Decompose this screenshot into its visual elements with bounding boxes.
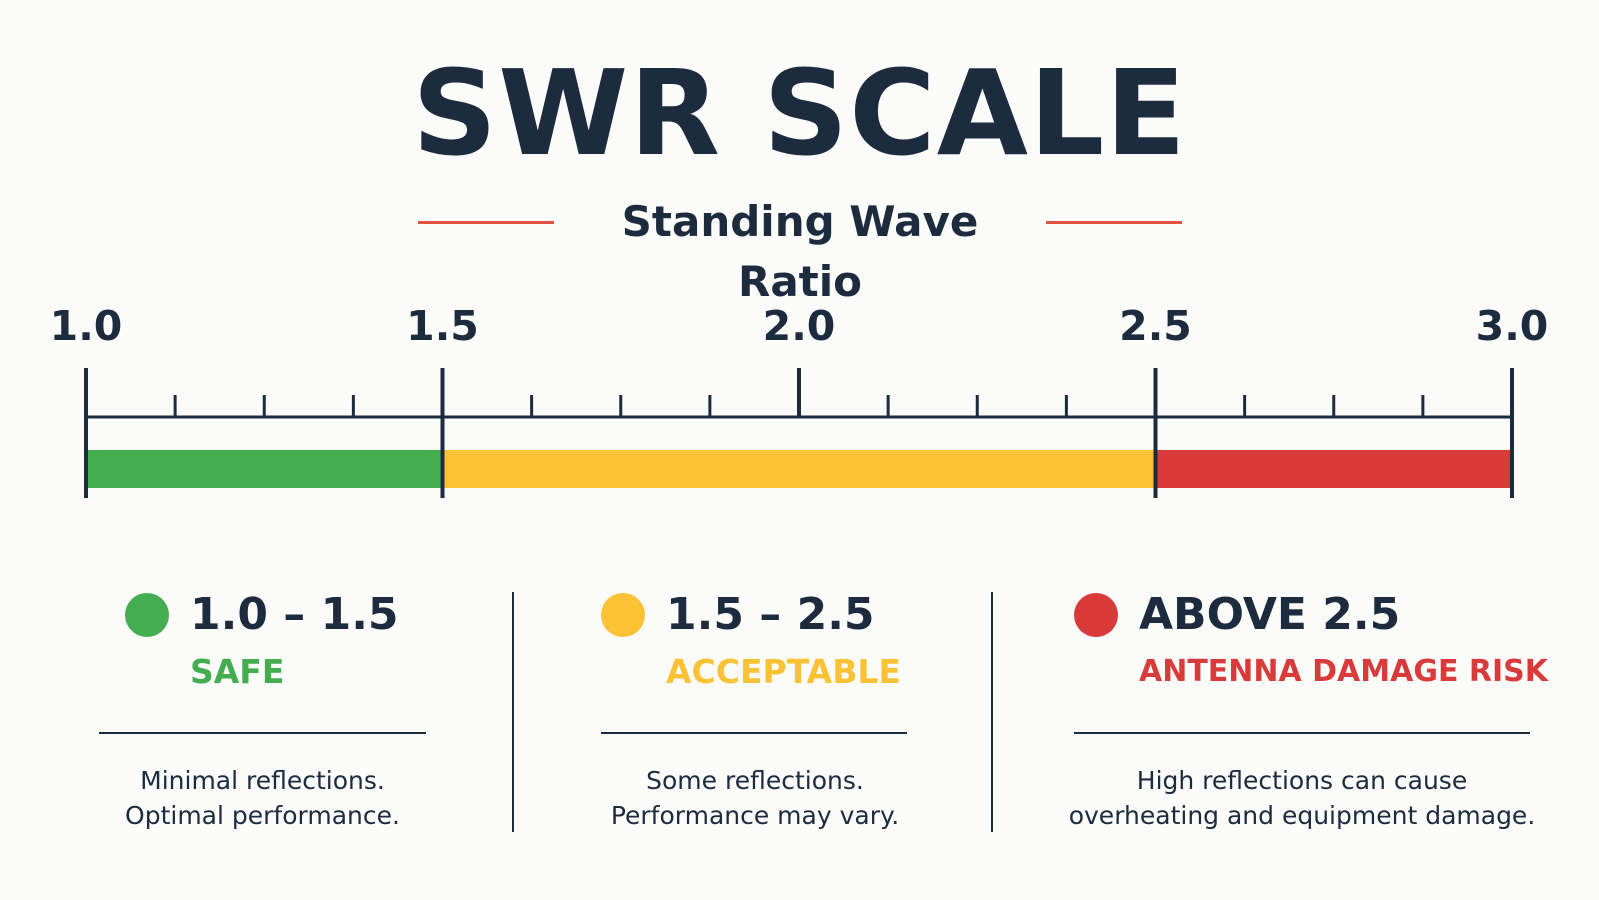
tick-label: 2.5 [1119,302,1192,350]
acceptable-description-line-2: Performance may vary. [610,801,900,830]
tick-label: 1.0 [50,302,123,350]
safe-indicator-dot [125,593,169,637]
acceptable-status-label: ACCEPTABLE [666,652,901,691]
danger-status-label: ANTENNA DAMAGE RISK [1139,654,1549,689]
danger-divider [1074,732,1530,734]
safe-description-line-2: Optimal performance. [125,801,400,830]
legend-safe: 1.0 – 1.5 SAFE Minimal reflections. Opti… [95,575,435,835]
tick-labels: 1.0 1.5 2.0 2.5 3.0 [50,302,1549,350]
tick-label: 3.0 [1476,302,1549,350]
page-title: SWR SCALE [412,44,1187,182]
swr-scale-chart: 1.0 1.5 2.0 2.5 3.0 [50,302,1549,498]
acceptable-description-line-1: Some reflections. [646,766,864,795]
legend-acceptable: 1.5 – 2.5 ACCEPTABLE Some reflections. P… [595,575,915,835]
scale-bands [86,450,1512,488]
danger-description-line-2: overheating and equipment damage. [1068,801,1536,830]
acceptable-range-label: 1.5 – 2.5 [666,589,875,640]
scale-axis [84,368,1514,498]
acceptable-description: Some reflections. Performance may vary. [595,763,915,833]
safe-range-label: 1.0 – 1.5 [190,589,399,640]
legend-danger: ABOVE 2.5 ANTENNA DAMAGE RISK High refle… [1062,575,1548,835]
safe-status-label: SAFE [190,652,285,691]
acceptable-divider [601,732,907,734]
safe-description: Minimal reflections. Optimal performance… [95,763,430,833]
danger-description-line-1: High reflections can cause [1136,766,1468,795]
tick-label: 1.5 [406,302,479,350]
safe-description-line-1: Minimal reflections. [140,766,385,795]
danger-description: High reflections can cause overheating a… [1062,763,1542,833]
danger-range-label: ABOVE 2.5 [1139,589,1401,640]
subtitle-rule-right [1046,221,1182,224]
acceptable-indicator-dot [601,593,645,637]
page-subtitle: Standing Wave Ratio [621,197,979,306]
scale-band-1 [86,450,443,488]
scale-band-2 [442,450,1156,488]
subtitle-row: Standing Wave Ratio [0,192,1599,306]
danger-indicator-dot [1074,593,1118,637]
safe-divider [99,732,426,734]
scale-band-3 [1155,450,1512,488]
tick-label: 2.0 [763,302,836,350]
legend-column-divider-1 [512,592,514,832]
legend-column-divider-2 [991,592,993,832]
subtitle-rule-left [418,221,554,224]
